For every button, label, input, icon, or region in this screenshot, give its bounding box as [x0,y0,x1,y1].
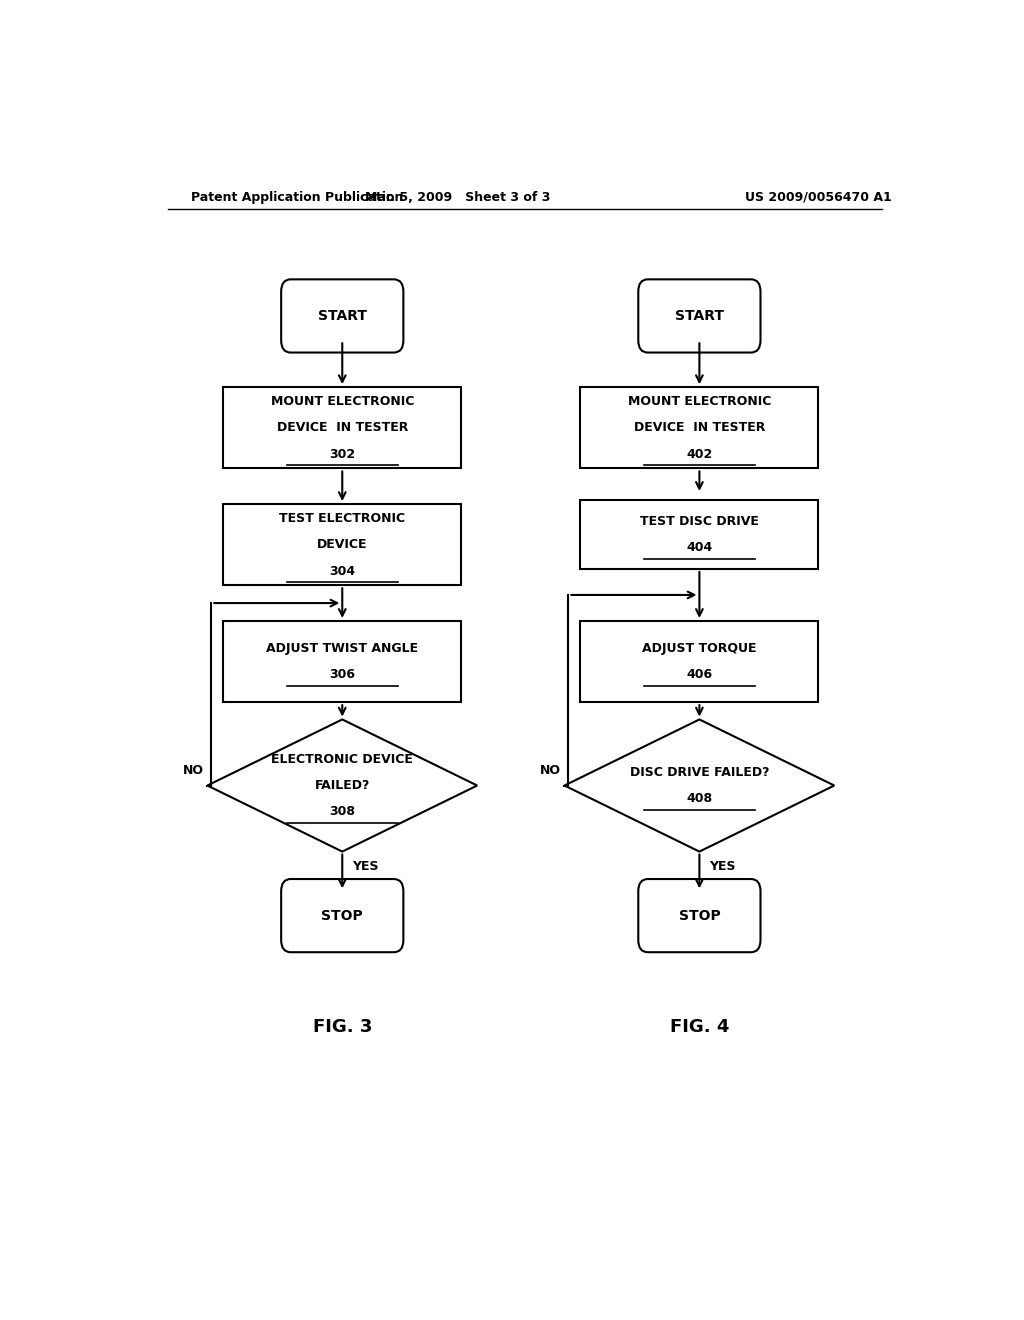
Polygon shape [207,719,477,851]
Text: 308: 308 [330,805,355,818]
Text: MOUNT ELECTRONIC: MOUNT ELECTRONIC [270,395,414,408]
FancyBboxPatch shape [638,280,761,352]
Text: YES: YES [709,859,735,873]
Text: Mar. 5, 2009   Sheet 3 of 3: Mar. 5, 2009 Sheet 3 of 3 [365,190,550,203]
Text: ADJUST TORQUE: ADJUST TORQUE [642,642,757,655]
Text: ADJUST TWIST ANGLE: ADJUST TWIST ANGLE [266,642,419,655]
Text: US 2009/0056470 A1: US 2009/0056470 A1 [745,190,892,203]
Text: NO: NO [540,764,560,776]
Text: TEST DISC DRIVE: TEST DISC DRIVE [640,515,759,528]
FancyBboxPatch shape [638,879,761,952]
Text: NO: NO [182,764,204,776]
FancyBboxPatch shape [282,280,403,352]
Text: FAILED?: FAILED? [314,779,370,792]
Text: FIG. 4: FIG. 4 [670,1019,729,1036]
Text: TEST ELECTRONIC: TEST ELECTRONIC [280,512,406,525]
Text: 404: 404 [686,541,713,554]
Text: 304: 304 [329,565,355,578]
Text: 302: 302 [329,447,355,461]
Bar [223,387,462,469]
Bar [581,620,818,702]
Text: Patent Application Publication: Patent Application Publication [191,190,403,203]
Text: FIG. 3: FIG. 3 [312,1019,372,1036]
Text: YES: YES [352,859,378,873]
Text: 306: 306 [330,668,355,681]
Bar [223,620,462,702]
Text: STOP: STOP [322,908,364,923]
Text: MOUNT ELECTRONIC: MOUNT ELECTRONIC [628,395,771,408]
Text: 406: 406 [686,668,713,681]
Text: 402: 402 [686,447,713,461]
Bar [581,387,818,469]
Text: ELECTRONIC DEVICE: ELECTRONIC DEVICE [271,752,414,766]
Text: START: START [675,309,724,323]
FancyBboxPatch shape [282,879,403,952]
Text: 408: 408 [686,792,713,805]
Polygon shape [564,719,835,851]
Text: DEVICE: DEVICE [317,539,368,552]
Text: DEVICE  IN TESTER: DEVICE IN TESTER [634,421,765,434]
Text: DISC DRIVE FAILED?: DISC DRIVE FAILED? [630,766,769,779]
Text: STOP: STOP [679,908,720,923]
Bar [581,500,818,569]
Text: DEVICE  IN TESTER: DEVICE IN TESTER [276,421,408,434]
Bar [223,504,462,585]
Text: START: START [317,309,367,323]
